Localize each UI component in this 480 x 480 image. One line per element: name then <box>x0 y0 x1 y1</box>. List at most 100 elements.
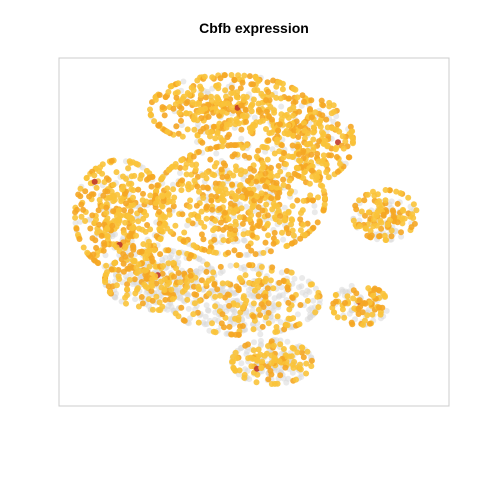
data-point-2666 <box>175 313 182 320</box>
data-point-1818 <box>285 183 292 190</box>
data-point-2210 <box>145 238 152 245</box>
data-point-1545 <box>303 141 310 148</box>
data-point-1537 <box>280 154 287 161</box>
data-point-1174 <box>279 86 286 93</box>
data-point-2845 <box>376 304 382 311</box>
data-point-1296 <box>183 110 190 117</box>
data-point-2282 <box>115 267 122 273</box>
data-point-171 <box>243 251 249 258</box>
data-point-894 <box>383 307 390 314</box>
data-point-1503 <box>283 128 290 134</box>
data-point-2301 <box>118 198 125 205</box>
data-point-197 <box>311 202 318 209</box>
data-point-1568 <box>334 168 341 175</box>
data-point-2498 <box>193 291 200 298</box>
data-point-1552 <box>301 127 308 134</box>
data-point-645 <box>277 319 284 326</box>
data-point-253 <box>281 204 288 211</box>
data-point-2334 <box>115 207 122 214</box>
data-point-2247 <box>78 201 85 208</box>
data-point-2780 <box>380 211 387 218</box>
data-point-1823 <box>300 197 307 204</box>
data-point-608 <box>249 307 256 314</box>
data-point-1610 <box>172 222 179 229</box>
data-point-1355 <box>213 83 220 89</box>
data-point-2670 <box>187 272 194 279</box>
data-point-1322 <box>162 94 169 101</box>
data-point-2353 <box>73 225 80 232</box>
data-point-2825 <box>330 309 337 316</box>
data-point-1318 <box>259 117 266 124</box>
data-point-1650 <box>209 171 216 178</box>
data-point-2489 <box>146 263 153 270</box>
data-point-1891 <box>213 144 220 151</box>
data-point-2321 <box>135 186 142 193</box>
data-point-2500 <box>138 294 145 300</box>
data-point-2358 <box>117 212 124 219</box>
data-point-2655 <box>238 277 245 284</box>
data-point-2409 <box>124 281 131 288</box>
data-point-1884 <box>274 189 281 196</box>
data-point-1235 <box>194 132 201 139</box>
data-point-2302 <box>103 262 110 269</box>
data-point-1495 <box>323 116 330 123</box>
data-point-1265 <box>239 79 246 86</box>
data-point-1317 <box>152 96 159 103</box>
data-point-1824 <box>167 228 174 235</box>
data-point-2781 <box>356 223 363 230</box>
data-point-2841 <box>332 292 339 298</box>
data-point-2397 <box>165 247 172 254</box>
data-point-2601 <box>259 323 266 330</box>
data-point-1456 <box>348 128 355 135</box>
data-point-2020 <box>248 174 254 181</box>
data-point-581 <box>278 269 285 276</box>
data-point-1337 <box>269 116 275 123</box>
data-point-1740 <box>195 148 202 155</box>
data-point-2395 <box>131 276 138 283</box>
data-point-24 <box>278 103 285 110</box>
data-point-1911 <box>297 235 304 242</box>
data-point-2589 <box>224 280 231 287</box>
data-point-2255 <box>156 208 163 215</box>
data-point-2548 <box>275 301 282 308</box>
data-point-1648 <box>286 190 293 197</box>
data-point-1214 <box>221 72 228 79</box>
data-point-445 <box>162 254 169 261</box>
data-point-2817 <box>334 314 341 321</box>
data-point-1145 <box>161 112 168 119</box>
data-point-1841 <box>200 184 207 191</box>
data-point-2285 <box>139 197 146 204</box>
data-point-1698 <box>283 161 289 168</box>
data-point-2002 <box>268 195 275 202</box>
data-point-1750 <box>187 197 194 204</box>
data-point-2672 <box>265 300 272 307</box>
data-point-2332 <box>92 237 99 244</box>
data-point-2671 <box>285 299 292 306</box>
data-point-2676 <box>255 284 261 291</box>
data-point-2464 <box>139 300 146 307</box>
data-point-2723 <box>386 187 393 194</box>
data-point-2044 <box>234 193 241 200</box>
data-point-2511 <box>111 260 118 267</box>
data-point-1497 <box>281 112 288 119</box>
data-point-1905 <box>222 209 228 216</box>
data-point-1991 <box>275 163 282 169</box>
data-point-2583 <box>214 286 221 293</box>
data-point-1990 <box>310 197 316 204</box>
data-point-2555 <box>194 309 201 316</box>
data-point-1954 <box>289 217 296 224</box>
data-point-2754 <box>353 206 360 213</box>
data-point-2550 <box>267 277 274 284</box>
data-point-2320 <box>95 260 102 267</box>
data-point-2748 <box>358 208 365 215</box>
data-point-1984 <box>201 246 208 253</box>
data-point-1969 <box>165 192 171 199</box>
data-point-1987 <box>250 203 257 210</box>
data-point-2053 <box>220 197 227 204</box>
data-point-2516 <box>196 286 202 293</box>
data-point-1892 <box>213 193 220 200</box>
data-point-1974 <box>322 195 328 202</box>
data-point-2677 <box>255 306 262 313</box>
data-point-2066 <box>140 190 146 197</box>
data-point-1985 <box>238 167 245 174</box>
